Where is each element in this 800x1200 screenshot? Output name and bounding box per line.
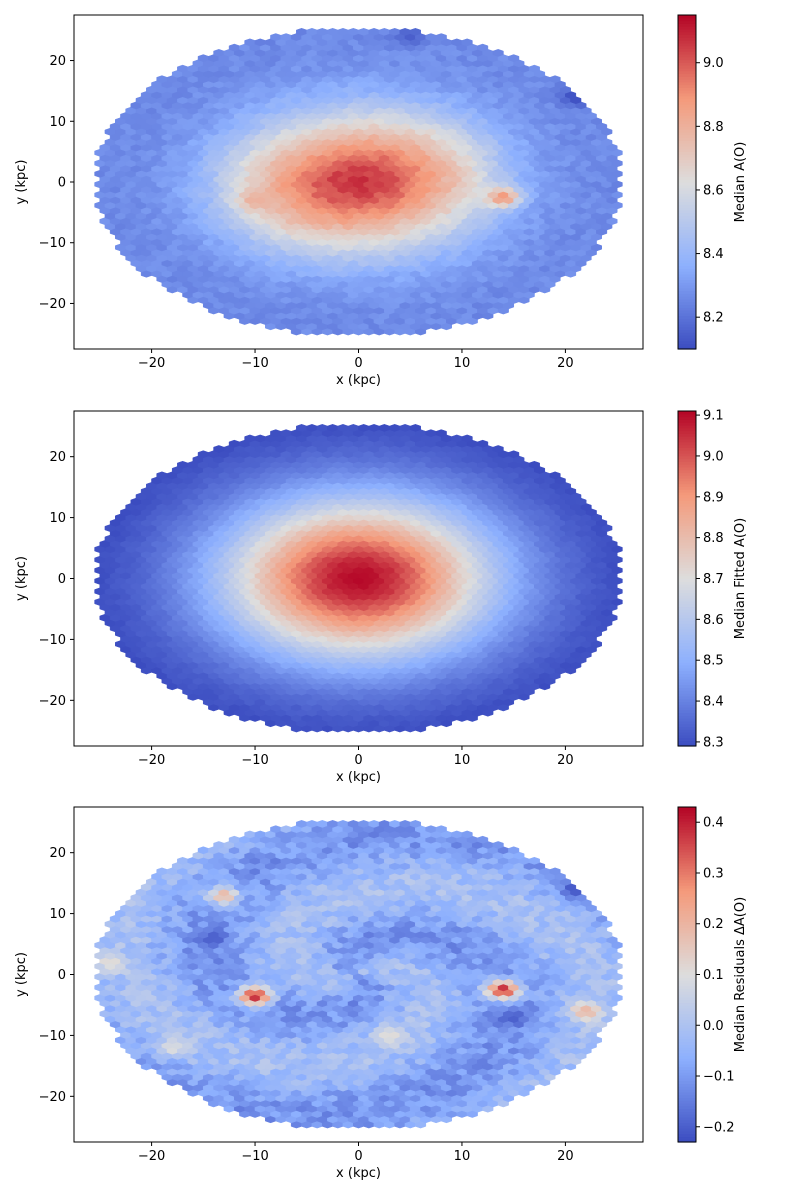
hexbin-cell [389, 424, 401, 432]
hexbin-cell [451, 38, 463, 47]
x-tick-label: −20 [138, 753, 165, 768]
hexbin-cell [228, 43, 240, 52]
hexbin-cell [528, 64, 540, 73]
chart-panel-2: −20 −10 0 10 20 −20 −10 0 10 20 x (kpc) y (kpc) 8.38… [14, 409, 748, 785]
hexbin-cell [213, 445, 225, 453]
hexbin-cell [337, 27, 349, 36]
hexbin-cell [389, 27, 401, 36]
hexbin-cell [409, 424, 421, 432]
hexbin-cell [425, 33, 437, 41]
hexbin-cell [528, 460, 540, 469]
y-tick-label: −20 [39, 694, 66, 709]
hexbin-cell [435, 33, 447, 41]
hexbin-cell [244, 434, 256, 443]
y-tick-label: 0 [58, 572, 66, 587]
hexbin-cell [399, 27, 411, 36]
hexbin-cell [316, 27, 328, 36]
hexbin-cell [477, 439, 489, 448]
hexbin-cell [327, 424, 339, 432]
y-axis-label: y (kpc) [14, 160, 29, 205]
colorbar-tick-label: 8.4 [703, 247, 724, 262]
hexbin-cell [254, 434, 266, 443]
hexbin-cell [425, 429, 437, 438]
x-axis-label: x (kpc) [336, 770, 381, 785]
y-tick-label: −20 [39, 297, 66, 312]
hexbin-cell [306, 27, 318, 36]
hexbin-cell [508, 450, 520, 459]
y-tick-label: −10 [39, 236, 66, 251]
x-axis-label: x (kpc) [336, 373, 381, 388]
colorbar-tick-label: 8.8 [703, 120, 724, 135]
hexbin-cell [378, 27, 390, 36]
hexbin-cell [270, 429, 282, 438]
y-tick-label: 10 [49, 115, 66, 130]
hexbin-cell [177, 460, 189, 469]
hexbin-cell [508, 54, 520, 62]
x-tick-label: −10 [241, 356, 268, 371]
x-tick-label: −20 [138, 356, 165, 371]
hexbin-cell [156, 75, 168, 84]
hexbin-cell [549, 471, 561, 480]
hexbin-cell [492, 445, 504, 453]
hexbin-cells [94, 424, 623, 733]
x-tick-label: 0 [354, 753, 362, 768]
hexbin-cell [228, 439, 240, 448]
hexbin-cell [451, 434, 463, 443]
hexbin-cell [337, 424, 349, 432]
x-tick-label: 10 [454, 356, 471, 371]
hexbin-cell [492, 49, 504, 57]
x-tick-label: 20 [557, 356, 574, 371]
hexbin-cell [254, 38, 266, 47]
hexbin-cell [477, 43, 489, 52]
hexbin-cell [435, 429, 447, 438]
hexbin-cell [197, 450, 209, 459]
y-tick-label: 0 [58, 176, 66, 191]
hexbin-cell [156, 471, 168, 480]
hexbin-cell [244, 38, 256, 47]
colorbar-tick-label: 9.0 [703, 56, 724, 71]
colorbar-tick-label: 8.2 [703, 311, 724, 326]
hexbin-cell [197, 54, 209, 62]
hexbin-cell [368, 27, 380, 36]
y-tick-label: 20 [49, 54, 66, 69]
x-tick-label: 20 [557, 753, 574, 768]
colorbar-segment [678, 15, 696, 19]
hexbin-cell [549, 75, 561, 84]
hexbin-cell [213, 49, 225, 57]
hexbin-cell [327, 27, 339, 36]
hexbin-cell [358, 27, 370, 36]
hexbin-cell [296, 27, 308, 36]
y-axis-label: y (kpc) [14, 556, 29, 601]
hexbin-cell [368, 424, 380, 432]
hexbin-cell [270, 33, 282, 41]
hexbin-cell [461, 434, 473, 443]
hexbin-cell [296, 424, 308, 432]
hexbin-cell [409, 27, 421, 36]
hexbin-cell [399, 424, 411, 432]
hexbin-cell [280, 429, 292, 438]
hexbin-cell [280, 33, 292, 41]
hexbin-cell [378, 424, 390, 432]
colorbar: 8.2 8.4 8.6 8.8 9.0 Median A(O) [677, 14, 748, 350]
y-tick-label: 20 [49, 450, 66, 465]
hexbin-cell [306, 424, 318, 432]
colorbar-label: Median A(O) [733, 142, 748, 223]
hexbin-cell [358, 424, 370, 432]
x-tick-label: 0 [354, 356, 362, 371]
x-tick-label: −10 [241, 753, 268, 768]
y-tick-label: 10 [49, 511, 66, 526]
colorbar-tick-label: 8.6 [703, 183, 724, 198]
y-tick-label: −10 [39, 633, 66, 648]
x-tick-label: 10 [454, 753, 471, 768]
hexbin-cell [347, 424, 359, 432]
hexbin-cell [461, 38, 473, 47]
hexbin-cells [94, 27, 623, 336]
hexbin-cell [347, 27, 359, 36]
hexbin-cell [177, 64, 189, 73]
hexbin-cell [316, 424, 328, 432]
